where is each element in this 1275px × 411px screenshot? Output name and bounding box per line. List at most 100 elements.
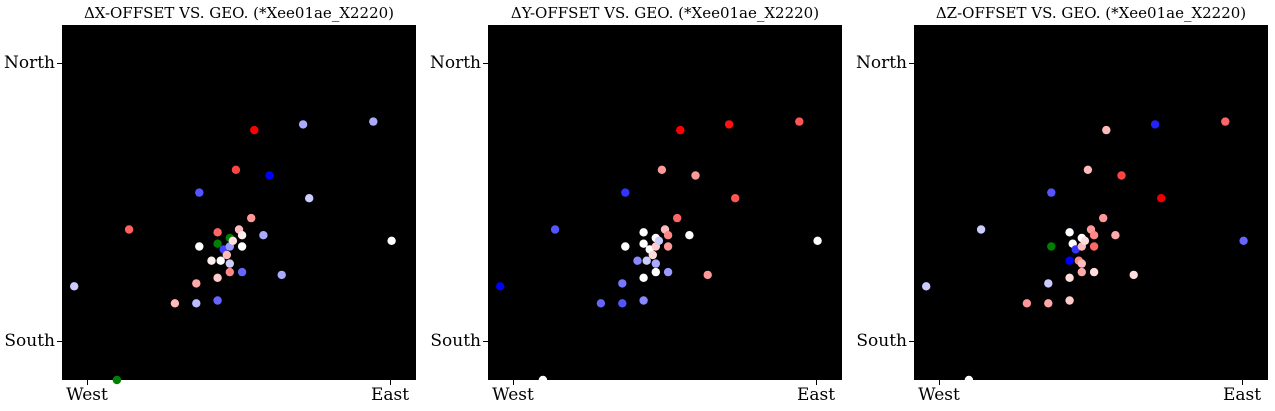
scatter-point-11 <box>213 228 222 237</box>
scatter-point-23 <box>1089 231 1099 240</box>
scatter-point-28 <box>259 231 268 240</box>
chart-title: ΔZ-OFFSET VS. GEO. (*Xee01ae_X2220) <box>935 4 1247 22</box>
scatter-point-0 <box>496 282 505 291</box>
scatter-point-20 <box>1083 165 1093 174</box>
scatter-point-20 <box>228 236 238 245</box>
scatter-point-4 <box>1044 299 1053 308</box>
x-tick-east: East <box>796 385 836 405</box>
plot-area <box>914 25 1268 385</box>
scatter-point-10 <box>639 296 648 305</box>
x-tick-west: West <box>66 385 108 405</box>
scatter-point-24 <box>663 231 673 240</box>
scatter-point-1 <box>538 375 548 385</box>
scatter-point-33 <box>795 117 804 126</box>
scatter-point-15 <box>222 250 231 260</box>
scatter-point-23 <box>663 242 673 251</box>
scatter-point-32 <box>1221 117 1230 126</box>
scatter-point-5 <box>192 279 201 288</box>
scatter-point-22 <box>1089 242 1099 251</box>
scatter-point-26 <box>247 213 256 223</box>
y-tick-north: North <box>3 53 55 73</box>
scatter-point-13 <box>216 256 225 265</box>
scatter-point-34 <box>813 236 822 245</box>
scatter-point-26 <box>1102 125 1111 135</box>
y-tick-south: South <box>856 331 907 351</box>
scatter-point-9 <box>1065 296 1074 305</box>
scatter-point-26 <box>673 213 682 223</box>
scatter-points <box>496 117 822 385</box>
scatter-point-10 <box>1065 228 1074 237</box>
scatter-point-27 <box>250 125 259 135</box>
scatter-point-30 <box>277 270 286 280</box>
chart-title: ΔX-OFFSET VS. GEO. (*Xee01ae_X2220) <box>83 4 395 22</box>
x-tick-east: East <box>370 385 410 405</box>
scatter-point-29 <box>1129 270 1138 280</box>
scatter-point-19 <box>651 267 660 277</box>
scatter-point-30 <box>1150 120 1160 129</box>
y-tick-north: North <box>855 53 907 73</box>
scatter-point-24 <box>1089 267 1099 277</box>
scatter-point-20 <box>654 236 664 245</box>
scatter-point-9 <box>213 273 222 282</box>
scatter-point-2 <box>550 225 560 234</box>
scatter-point-32 <box>731 194 740 203</box>
scatter-point-7 <box>1047 188 1056 197</box>
scatter-point-0 <box>922 282 931 291</box>
scatter-point-25 <box>1099 213 1108 223</box>
scatter-point-28 <box>685 231 694 240</box>
scatter-point-24 <box>237 231 247 240</box>
chart-panel-y-offset: ΔY-OFFSET VS. GEO. (*Xee01ae_X2220) Nort… <box>426 0 842 411</box>
scatter-point-25 <box>663 267 673 277</box>
scatter-point-13 <box>642 256 651 265</box>
scatter-point-19 <box>1080 236 1090 245</box>
scatter-point-8 <box>207 256 216 265</box>
scatter-point-25 <box>237 267 247 277</box>
scatter-point-6 <box>621 242 630 251</box>
scatter-point-10 <box>213 296 222 305</box>
chart-panel-x-offset: ΔX-OFFSET VS. GEO. (*Xee01ae_X2220) Nort… <box>0 0 416 411</box>
scatter-point-7 <box>195 188 204 197</box>
scatter-point-33 <box>1239 236 1248 245</box>
scatter-point-1 <box>964 375 974 385</box>
plot-area <box>62 25 416 385</box>
scatter-points <box>70 117 396 385</box>
scatter-point-7 <box>621 188 630 197</box>
scatter-point-11 <box>639 228 648 237</box>
scatter-point-9 <box>639 273 648 282</box>
scatter-point-12 <box>639 239 648 248</box>
scatter-point-8 <box>633 256 642 265</box>
x-tick-east: East <box>1222 385 1262 405</box>
chart-title: ΔY-OFFSET VS. GEO. (*Xee01ae_X2220) <box>510 4 820 22</box>
scatter-point-29 <box>691 171 700 180</box>
y-tick-north: North <box>429 53 481 73</box>
scatter-point-19 <box>225 267 234 277</box>
scatter-point-18 <box>1077 267 1086 277</box>
scatter-point-27 <box>1111 231 1120 240</box>
scatter-point-3 <box>170 299 180 308</box>
scatter-point-31 <box>298 120 308 129</box>
x-tick-west: West <box>918 385 960 405</box>
scatter-point-1 <box>112 375 122 385</box>
scatter-point-32 <box>305 194 314 203</box>
scatter-point-6 <box>195 242 204 251</box>
scatter-point-34 <box>387 236 396 245</box>
scatter-point-12 <box>213 239 222 248</box>
scatter-point-8 <box>1065 256 1074 265</box>
plot-area <box>488 25 842 385</box>
scatter-point-3 <box>596 299 606 308</box>
x-tick-west: West <box>492 385 534 405</box>
scatter-point-4 <box>192 299 201 308</box>
scatter-point-33 <box>369 117 378 126</box>
scatter-point-23 <box>237 242 247 251</box>
scatter-point-21 <box>231 165 241 174</box>
scatter-point-27 <box>676 125 685 135</box>
y-tick-south: South <box>4 331 55 351</box>
scatter-point-31 <box>1157 194 1166 203</box>
scatter-point-21 <box>657 165 667 174</box>
scatter-point-5 <box>1044 279 1053 288</box>
chart-panel-z-offset: ΔZ-OFFSET VS. GEO. (*Xee01ae_X2220) Nort… <box>852 0 1268 411</box>
scatter-point-18 <box>651 259 660 268</box>
scatter-point-28 <box>1117 171 1126 180</box>
scatter-point-30 <box>703 270 712 280</box>
scatter-point-15 <box>648 250 657 260</box>
